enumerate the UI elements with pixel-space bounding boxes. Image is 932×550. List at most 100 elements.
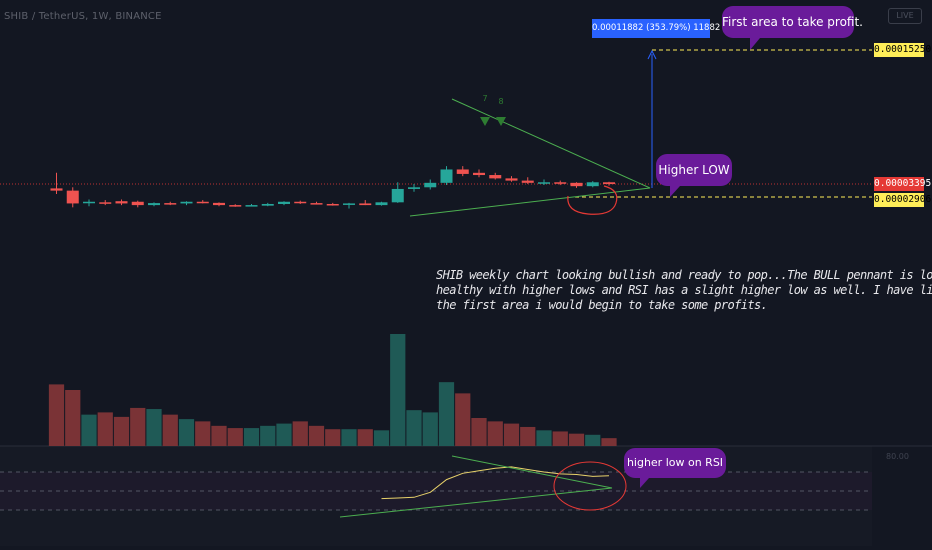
candle-body — [359, 203, 372, 206]
rsi-series-line — [381, 466, 610, 500]
higher-low-circle — [567, 185, 618, 215]
volume-bar — [601, 438, 617, 446]
volume-bar — [308, 425, 325, 446]
candle-body — [148, 203, 160, 206]
volume-bar — [585, 434, 601, 446]
pattern-marker — [496, 117, 506, 126]
higher-low-callout: Higher LOW — [656, 154, 732, 197]
candle-body — [50, 188, 63, 191]
candle-body — [310, 203, 323, 205]
candle-body — [424, 182, 437, 188]
rsi-support-line — [339, 487, 613, 518]
volume-bar — [503, 423, 520, 446]
volume-bar — [487, 421, 503, 446]
volume-bar — [292, 421, 308, 446]
candle-body — [456, 169, 469, 174]
rsi-level-label: 80.00 — [886, 452, 909, 461]
candle-body — [521, 180, 534, 183]
volume-bar — [568, 433, 585, 446]
candle-body — [278, 201, 290, 204]
candle-body — [343, 203, 355, 205]
live-button[interactable]: LIVE — [888, 8, 922, 24]
rsi-layer — [0, 455, 872, 518]
candle-body — [554, 182, 567, 184]
note-line: the first area i would begin to take som… — [436, 298, 768, 312]
volume-bar — [552, 431, 568, 446]
candle-body — [66, 190, 79, 204]
pattern-marker — [480, 117, 490, 126]
pattern-label: 7 — [482, 94, 487, 103]
rsi-callout: higher low on RSI — [624, 448, 726, 488]
candle-body — [164, 203, 177, 205]
candle-body — [505, 178, 518, 181]
volume-bar — [325, 429, 341, 446]
candle-body — [180, 201, 193, 204]
candle-body — [391, 188, 404, 203]
note-line: healthy with higher lows and RSI has a s… — [436, 283, 932, 297]
volume-bar — [260, 425, 276, 446]
volume-bar — [341, 429, 357, 446]
candle-body — [603, 182, 615, 185]
candle-body — [196, 201, 209, 204]
volume-bar — [211, 425, 227, 446]
volume-bar — [357, 429, 373, 446]
measure-arrowhead — [647, 49, 657, 60]
candle-body — [440, 169, 453, 183]
volume-bar — [130, 407, 146, 446]
pennant-lower-line — [409, 187, 651, 217]
ticker-line: SHIB / TetherUS, 1W, BINANCE — [4, 11, 162, 22]
candle-body — [83, 201, 95, 204]
volume-bar — [390, 334, 406, 446]
candle-body — [213, 202, 225, 206]
volume-bar — [113, 416, 130, 446]
candle-body — [570, 182, 583, 187]
candles-layer — [50, 166, 615, 209]
pennant-upper-line — [451, 98, 651, 189]
volume-bar — [520, 426, 536, 446]
volume-bar — [178, 419, 195, 446]
volume-bar — [276, 423, 292, 446]
volume-layer — [48, 334, 617, 446]
candle-body — [245, 205, 258, 207]
target-price-label: 0.00015250 — [874, 43, 932, 57]
analysis-note: SHIB weekly chart looking bullish and re… — [436, 268, 932, 313]
candle-body — [294, 201, 307, 204]
pattern-label: 8 — [498, 97, 503, 106]
volume-bar — [455, 393, 471, 446]
volume-bar — [81, 414, 97, 446]
profit-callout: First area to take profit. — [722, 6, 863, 50]
rsi-circle — [553, 461, 627, 511]
volume-bar — [227, 428, 243, 446]
candle-body — [326, 203, 339, 206]
volume-bar — [471, 418, 487, 446]
volume-bar — [373, 430, 390, 446]
higher-low-price-label: 0.00002906 — [874, 193, 932, 207]
volume-bar — [422, 412, 438, 446]
note-line: SHIB weekly chart looking bullish and re… — [436, 268, 932, 282]
candle-body — [375, 202, 388, 206]
volume-bar — [438, 382, 455, 446]
candle-body — [229, 205, 242, 207]
volume-bar — [195, 421, 211, 446]
candle-body — [408, 187, 420, 189]
candle-body — [99, 202, 112, 204]
candle-body — [261, 203, 274, 206]
volume-bar — [97, 412, 113, 446]
volume-bar — [48, 384, 65, 446]
volume-bar — [243, 428, 260, 446]
volume-bar — [536, 430, 552, 446]
current-price-label: 0.00003395 — [874, 177, 932, 191]
candle-body — [115, 201, 128, 204]
volume-bar — [162, 414, 178, 446]
candle-body — [131, 201, 144, 206]
candle-body — [473, 172, 485, 176]
rsi-resistance-line — [451, 455, 613, 489]
measure-label: 0.00011882 (353.79%) 11882 — [592, 19, 720, 38]
volume-bar — [146, 409, 162, 446]
candle-body — [586, 182, 599, 187]
volume-bar — [406, 410, 422, 446]
candle-body — [489, 175, 502, 179]
candle-body — [538, 182, 550, 184]
